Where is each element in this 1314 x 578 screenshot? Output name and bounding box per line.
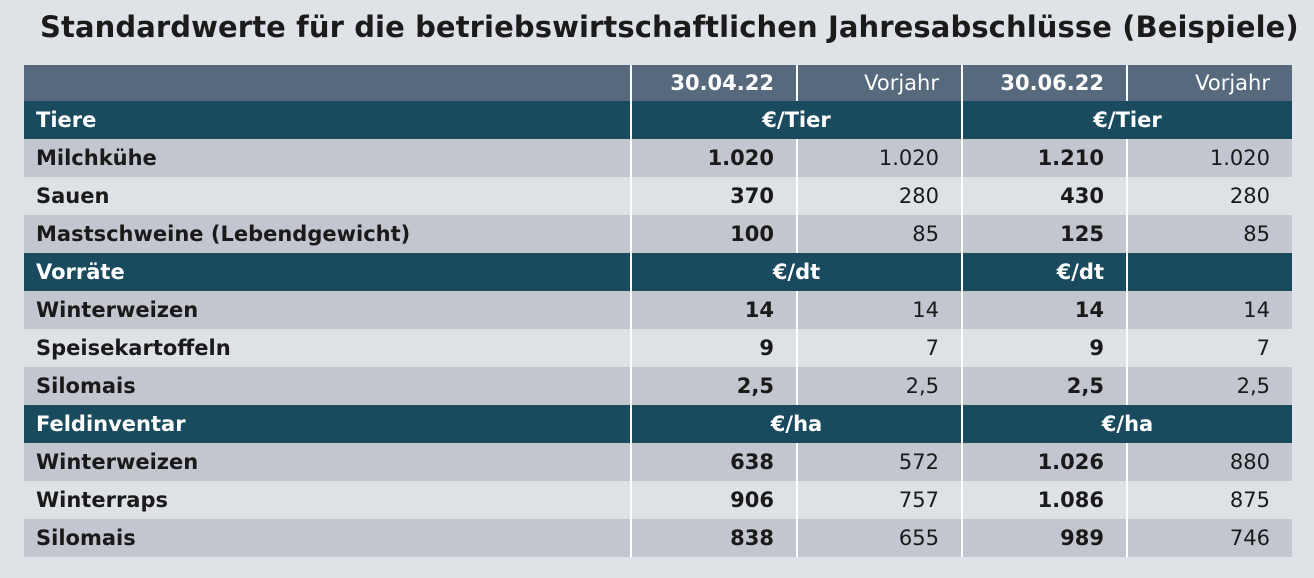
value-previous-2: 746: [1127, 519, 1292, 557]
section-label: Feldinventar: [24, 405, 632, 443]
table-row: Winterweizen 14 14 14 14: [24, 291, 1292, 329]
value-previous-2: 2,5: [1127, 367, 1292, 405]
row-label: Milchkühe: [24, 139, 632, 177]
value-previous-2: 280: [1127, 177, 1292, 215]
value-current-1: 906: [631, 481, 798, 519]
section-unit-b: €/Tier: [962, 101, 1292, 139]
section-unit-a: €/Tier: [631, 101, 963, 139]
value-current-2: 9: [962, 329, 1128, 367]
page-title: Standardwerte für die betriebswirtschaft…: [40, 10, 1299, 44]
value-previous-2: 875: [1127, 481, 1292, 519]
section-unit-a: €/ha: [631, 405, 963, 443]
standard-values-table: 30.04.22 Vorjahr 30.06.22 Vorjahr Tiere …: [24, 65, 1292, 557]
section-row-feldinventar: Feldinventar €/ha €/ha: [24, 405, 1292, 443]
value-current-2: 430: [962, 177, 1128, 215]
table-row: Milchkühe 1.020 1.020 1.210 1.020: [24, 139, 1292, 177]
value-current-1: 370: [631, 177, 798, 215]
value-current-1: 2,5: [631, 367, 798, 405]
section-unit-a: €/dt: [631, 253, 963, 291]
section-row-tiere: Tiere €/Tier €/Tier: [24, 101, 1292, 139]
value-current-1: 14: [631, 291, 798, 329]
value-previous-1: 757: [797, 481, 963, 519]
row-label: Silomais: [24, 519, 632, 557]
value-previous-1: 280: [797, 177, 963, 215]
row-label: Winterraps: [24, 481, 632, 519]
value-current-1: 638: [631, 443, 798, 481]
section-empty-cell: [1127, 253, 1292, 291]
row-label: Mastschweine (Lebendgewicht): [24, 215, 632, 253]
section-unit-b: €/dt: [962, 253, 1128, 291]
value-previous-2: 1.020: [1127, 139, 1292, 177]
value-current-2: 2,5: [962, 367, 1128, 405]
section-row-vorraete: Vorräte €/dt €/dt: [24, 253, 1292, 291]
value-current-1: 838: [631, 519, 798, 557]
header-date-2: 30.06.22: [962, 65, 1128, 101]
table-row: Mastschweine (Lebendgewicht) 100 85 125 …: [24, 215, 1292, 253]
table-row: Silomais 838 655 989 746: [24, 519, 1292, 557]
table-row: Silomais 2,5 2,5 2,5 2,5: [24, 367, 1292, 405]
table-row: Winterweizen 638 572 1.026 880: [24, 443, 1292, 481]
section-label: Vorräte: [24, 253, 632, 291]
table-row: Speisekartoffeln 9 7 9 7: [24, 329, 1292, 367]
table-header-row: 30.04.22 Vorjahr 30.06.22 Vorjahr: [24, 65, 1292, 101]
value-current-2: 1.086: [962, 481, 1128, 519]
value-previous-2: 880: [1127, 443, 1292, 481]
header-previous-year-2: Vorjahr: [1127, 65, 1292, 101]
value-previous-1: 85: [797, 215, 963, 253]
header-previous-year-1: Vorjahr: [797, 65, 963, 101]
header-date-1: 30.04.22: [631, 65, 798, 101]
table-row: Sauen 370 280 430 280: [24, 177, 1292, 215]
value-current-2: 989: [962, 519, 1128, 557]
value-current-2: 14: [962, 291, 1128, 329]
header-empty-cell: [24, 65, 632, 101]
value-previous-1: 655: [797, 519, 963, 557]
value-current-1: 9: [631, 329, 798, 367]
value-previous-2: 85: [1127, 215, 1292, 253]
row-label: Winterweizen: [24, 443, 632, 481]
value-previous-1: 1.020: [797, 139, 963, 177]
row-label: Winterweizen: [24, 291, 632, 329]
value-current-1: 100: [631, 215, 798, 253]
value-current-2: 1.026: [962, 443, 1128, 481]
value-previous-1: 14: [797, 291, 963, 329]
row-label: Sauen: [24, 177, 632, 215]
value-previous-1: 7: [797, 329, 963, 367]
value-current-2: 1.210: [962, 139, 1128, 177]
table-row: Winterraps 906 757 1.086 875: [24, 481, 1292, 519]
value-previous-2: 7: [1127, 329, 1292, 367]
value-previous-1: 572: [797, 443, 963, 481]
value-current-1: 1.020: [631, 139, 798, 177]
row-label: Silomais: [24, 367, 632, 405]
section-unit-b: €/ha: [962, 405, 1292, 443]
value-previous-1: 2,5: [797, 367, 963, 405]
section-label: Tiere: [24, 101, 632, 139]
value-previous-2: 14: [1127, 291, 1292, 329]
row-label: Speisekartoffeln: [24, 329, 632, 367]
value-current-2: 125: [962, 215, 1128, 253]
